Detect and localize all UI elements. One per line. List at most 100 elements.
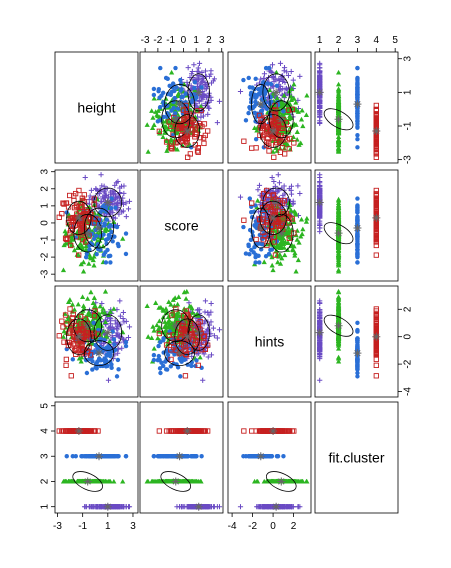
- data-point: [189, 71, 195, 77]
- data-point: [186, 346, 193, 353]
- data-point: [114, 374, 120, 379]
- data-point: [63, 362, 69, 368]
- data-point: [355, 113, 360, 118]
- data-point: [373, 356, 379, 363]
- data-point: [250, 229, 255, 235]
- data-point: [253, 119, 258, 124]
- data-point: [91, 304, 97, 309]
- data-point: [208, 352, 215, 358]
- panel-hints-vs-fit.cluster: [314, 285, 399, 398]
- data-point: [275, 259, 281, 265]
- cluster-center: [103, 328, 112, 337]
- data-point: [199, 347, 205, 353]
- data-point: [101, 252, 107, 258]
- data-point: [241, 77, 246, 83]
- data-point: [80, 259, 87, 265]
- data-point: [113, 332, 119, 339]
- data-point: [201, 333, 208, 339]
- data-point: [174, 362, 179, 367]
- data-point: [116, 367, 121, 372]
- data-point: [335, 245, 342, 250]
- data-point: [94, 251, 99, 257]
- data-point: [123, 251, 129, 257]
- data-point: [157, 366, 163, 371]
- panel-frame: [139, 285, 224, 398]
- data-point: [178, 334, 184, 341]
- cluster-center: [269, 213, 278, 222]
- data-point: [156, 330, 163, 337]
- data-point: [373, 205, 379, 211]
- data-point: [169, 127, 175, 133]
- panel-fit.cluster-vs-height: [54, 401, 139, 514]
- data-point: [269, 69, 275, 76]
- data-point: [291, 230, 297, 236]
- data-point: [201, 91, 207, 97]
- cluster-center: [277, 229, 286, 238]
- cluster-ellipse: [66, 318, 92, 355]
- data-point: [63, 428, 69, 434]
- data-point: [335, 204, 342, 210]
- data-point: [168, 356, 174, 363]
- data-point: [150, 115, 156, 120]
- data-point: [211, 333, 218, 339]
- data-point: [317, 225, 323, 231]
- cluster-ellipse: [73, 309, 102, 343]
- data-point: [288, 68, 294, 75]
- data-point: [295, 257, 301, 263]
- data-point: [195, 362, 201, 368]
- data-point: [282, 252, 288, 258]
- data-point: [117, 504, 123, 510]
- cluster-ellipse: [174, 114, 201, 148]
- data-point: [271, 154, 277, 160]
- data-point: [98, 247, 103, 253]
- panel-frame: [314, 51, 399, 164]
- data-point: [174, 317, 180, 323]
- data-point: [104, 227, 110, 232]
- data-point: [355, 121, 360, 127]
- cluster-ellipse: [93, 314, 123, 351]
- data-point: [91, 262, 97, 268]
- data-point: [69, 242, 75, 248]
- data-point: [355, 366, 360, 371]
- data-point: [176, 294, 182, 300]
- data-point: [290, 77, 296, 83]
- data-point: [107, 478, 113, 484]
- data-point: [102, 319, 109, 325]
- cluster-center: [95, 349, 104, 358]
- data-point: [108, 206, 114, 211]
- data-point: [195, 145, 201, 151]
- data-point: [287, 202, 293, 207]
- data-point: [300, 226, 306, 232]
- data-point: [70, 327, 76, 333]
- data-point: [264, 139, 270, 145]
- data-point: [62, 312, 69, 318]
- data-point: [335, 355, 342, 361]
- data-point: [255, 197, 261, 203]
- data-point: [291, 140, 297, 146]
- data-point: [292, 250, 298, 256]
- data-point: [260, 212, 267, 218]
- data-point: [157, 105, 163, 110]
- data-point: [200, 88, 206, 95]
- data-point: [300, 123, 306, 129]
- data-point: [102, 356, 107, 361]
- data-point: [149, 108, 155, 113]
- data-point: [69, 478, 75, 484]
- data-point: [255, 209, 261, 215]
- data-point: [253, 145, 259, 151]
- data-point: [303, 112, 309, 118]
- data-point: [163, 306, 169, 311]
- data-point: [194, 358, 199, 363]
- data-point: [335, 241, 342, 247]
- cluster-ellipse: [259, 114, 287, 148]
- data-point: [195, 65, 201, 71]
- data-point: [117, 313, 123, 319]
- data-point: [335, 86, 342, 92]
- data-point: [373, 142, 379, 148]
- data-point: [296, 239, 302, 245]
- data-point: [317, 104, 323, 110]
- data-point: [104, 353, 109, 358]
- data-point: [71, 348, 78, 354]
- data-point: [335, 140, 342, 146]
- data-point: [335, 341, 342, 347]
